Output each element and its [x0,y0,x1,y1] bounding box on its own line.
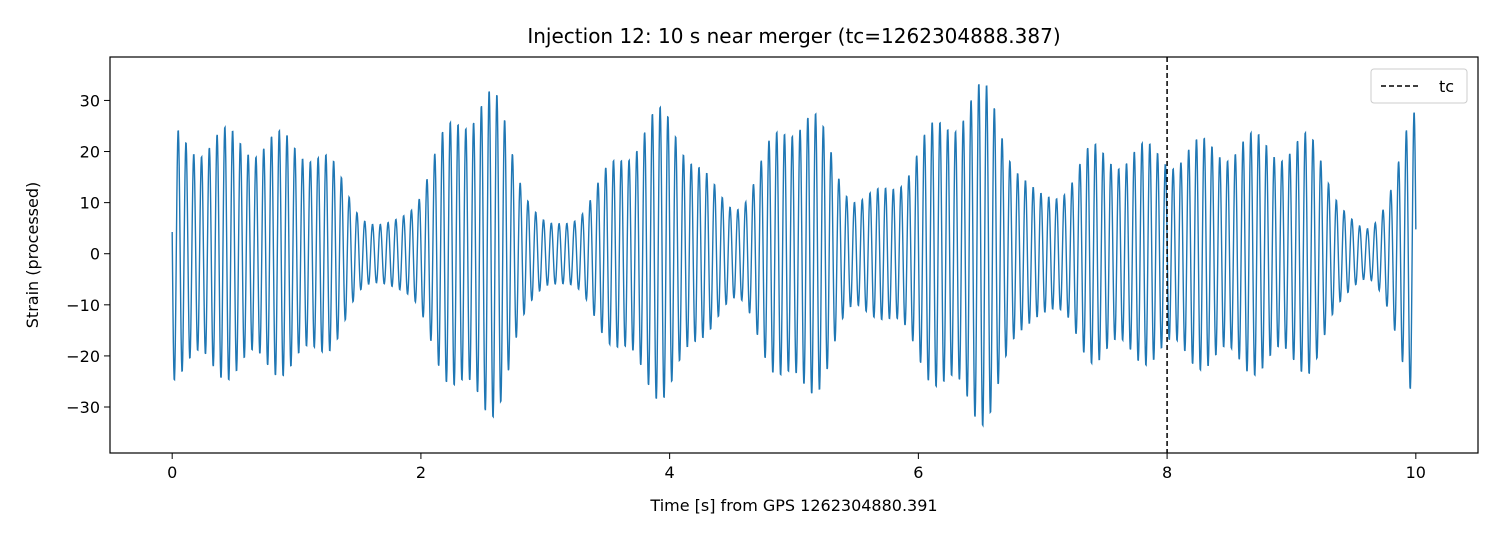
x-tick-label: 4 [665,463,675,482]
y-tick-label: 30 [80,91,100,110]
plot-frame [109,56,1479,454]
plot-area [171,57,1417,453]
x-axis-label: Time [s] from GPS 1262304880.391 [649,496,937,515]
legend: tc [1370,68,1468,104]
x-tick-label: 10 [1406,463,1426,482]
y-tick-label: −30 [66,398,100,417]
strain-series-line [171,84,1417,428]
x-axis-ticks: 0 2 4 6 8 10 [167,453,1426,482]
x-tick-label: 6 [913,463,923,482]
y-tick-label: 10 [80,194,100,213]
y-axis-label: Strain (processed) [23,182,42,328]
chart-title: Injection 12: 10 s near merger (tc=12623… [527,24,1060,48]
y-tick-label: 20 [80,143,100,162]
y-tick-label: 0 [90,245,100,264]
x-tick-label: 8 [1162,463,1172,482]
x-tick-label: 0 [167,463,177,482]
y-axis-ticks: −30 −20 −10 0 10 20 30 [66,91,110,417]
legend-box [1370,68,1468,104]
y-tick-label: −10 [66,296,100,315]
y-tick-label: −20 [66,347,100,366]
legend-tc-label: tc [1439,77,1454,96]
x-tick-label: 2 [416,463,426,482]
